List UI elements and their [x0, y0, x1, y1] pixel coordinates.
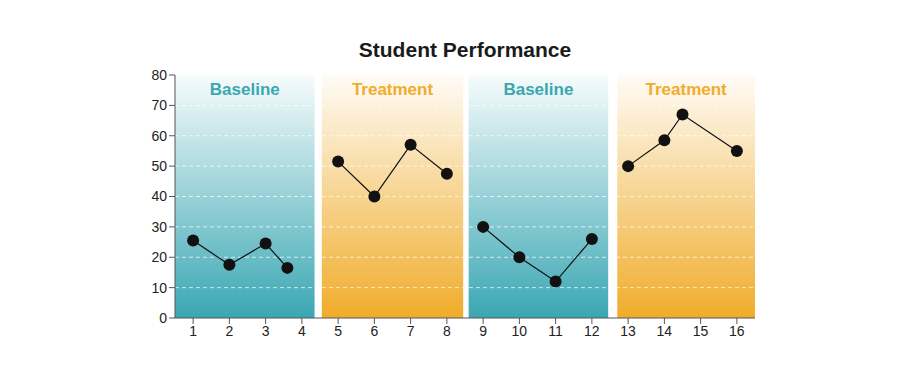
svg-text:5: 5 — [334, 323, 342, 339]
svg-text:Treatment: Treatment — [352, 80, 434, 99]
svg-text:13: 13 — [620, 323, 636, 339]
svg-text:40: 40 — [151, 188, 167, 204]
svg-text:7: 7 — [407, 323, 415, 339]
svg-text:70: 70 — [151, 97, 167, 113]
svg-text:14: 14 — [657, 323, 673, 339]
svg-text:Baseline: Baseline — [210, 80, 280, 99]
html-text:Student Performance: Student Performance — [358, 38, 572, 61]
svg-text:60: 60 — [151, 128, 167, 144]
svg-text:16: 16 — [729, 323, 745, 339]
svg-text:3: 3 — [262, 323, 270, 339]
svg-text:Baseline: Baseline — [503, 80, 573, 99]
svg-text:8: 8 — [443, 323, 451, 339]
svg-text:30: 30 — [151, 219, 167, 235]
svg-text:Treatment: Treatment — [646, 80, 728, 99]
svg-text:10: 10 — [512, 323, 528, 339]
svg-text:50: 50 — [151, 158, 167, 174]
svg-text:0: 0 — [159, 310, 167, 326]
svg-text:20: 20 — [151, 249, 167, 265]
svg-text:11: 11 — [548, 323, 563, 339]
svg-text:9: 9 — [479, 323, 487, 339]
svg-text:6: 6 — [370, 323, 378, 339]
svg-text:1: 1 — [189, 323, 197, 339]
svg-text:4: 4 — [298, 323, 306, 339]
svg-text:80: 80 — [151, 67, 167, 83]
svg-text:12: 12 — [584, 323, 600, 339]
svg-text:10: 10 — [151, 280, 167, 296]
svg-text:15: 15 — [693, 323, 709, 339]
svg-text:2: 2 — [225, 323, 233, 339]
